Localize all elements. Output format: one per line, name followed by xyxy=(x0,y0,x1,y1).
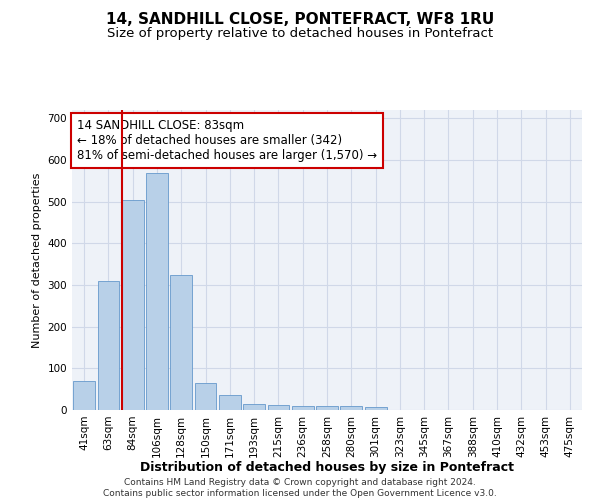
Bar xyxy=(97,281,119,410)
Bar xyxy=(316,406,338,410)
Bar xyxy=(340,406,362,410)
Bar xyxy=(73,381,95,410)
Bar xyxy=(292,406,314,410)
Text: 14, SANDHILL CLOSE, PONTEFRACT, WF8 1RU: 14, SANDHILL CLOSE, PONTEFRACT, WF8 1RU xyxy=(106,12,494,28)
Y-axis label: Number of detached properties: Number of detached properties xyxy=(32,172,42,348)
Text: 14 SANDHILL CLOSE: 83sqm
← 18% of detached houses are smaller (342)
81% of semi-: 14 SANDHILL CLOSE: 83sqm ← 18% of detach… xyxy=(77,119,377,162)
Bar xyxy=(219,396,241,410)
Text: Size of property relative to detached houses in Pontefract: Size of property relative to detached ho… xyxy=(107,28,493,40)
Bar xyxy=(268,405,289,410)
Bar xyxy=(146,172,168,410)
Bar xyxy=(170,274,192,410)
Bar xyxy=(365,407,386,410)
Text: Distribution of detached houses by size in Pontefract: Distribution of detached houses by size … xyxy=(140,461,514,474)
Bar xyxy=(122,200,143,410)
Bar xyxy=(194,383,217,410)
Bar xyxy=(243,404,265,410)
Text: Contains HM Land Registry data © Crown copyright and database right 2024.
Contai: Contains HM Land Registry data © Crown c… xyxy=(103,478,497,498)
